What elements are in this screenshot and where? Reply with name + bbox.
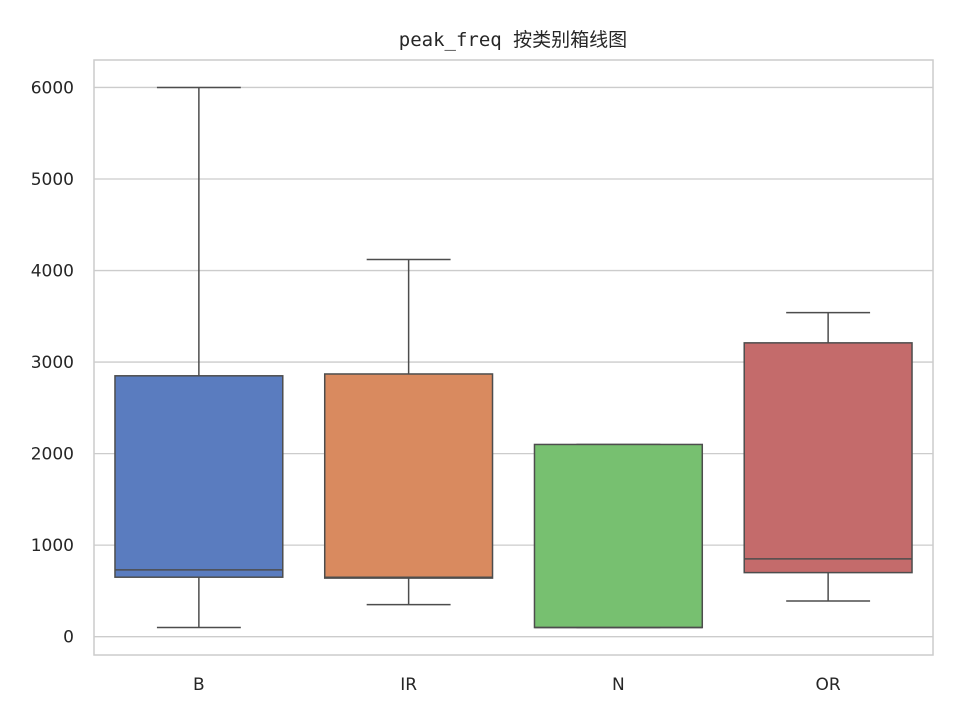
plot-frame: [93, 59, 934, 656]
box-OR: [743, 311, 913, 602]
box-N: [533, 443, 704, 629]
iqr-box: [743, 342, 913, 574]
y-tick-label: 3000: [31, 353, 74, 373]
chart-title: peak_freq 按类别箱线图: [399, 29, 627, 51]
iqr-box: [323, 373, 494, 579]
x-tick-label: B: [193, 675, 205, 695]
y-tick-label: 5000: [31, 170, 74, 190]
y-tick-label: 2000: [31, 445, 74, 465]
y-tick-label: 1000: [31, 536, 74, 556]
box-IR: [323, 258, 494, 606]
x-tick-label: OR: [816, 675, 841, 695]
iqr-box: [114, 375, 284, 578]
boxes: [114, 86, 913, 629]
x-tick-label: N: [612, 675, 625, 695]
y-tick-label: 6000: [31, 78, 74, 98]
y-tick-labels: 0 1000 2000 3000 4000 5000 6000: [31, 78, 74, 647]
iqr-box: [533, 443, 704, 629]
x-tick-label: IR: [400, 675, 417, 695]
y-tick-label: 0: [63, 628, 74, 648]
box-B: [114, 86, 284, 629]
y-tick-label: 4000: [31, 262, 74, 282]
x-tick-labels: B IR N OR: [193, 675, 841, 695]
